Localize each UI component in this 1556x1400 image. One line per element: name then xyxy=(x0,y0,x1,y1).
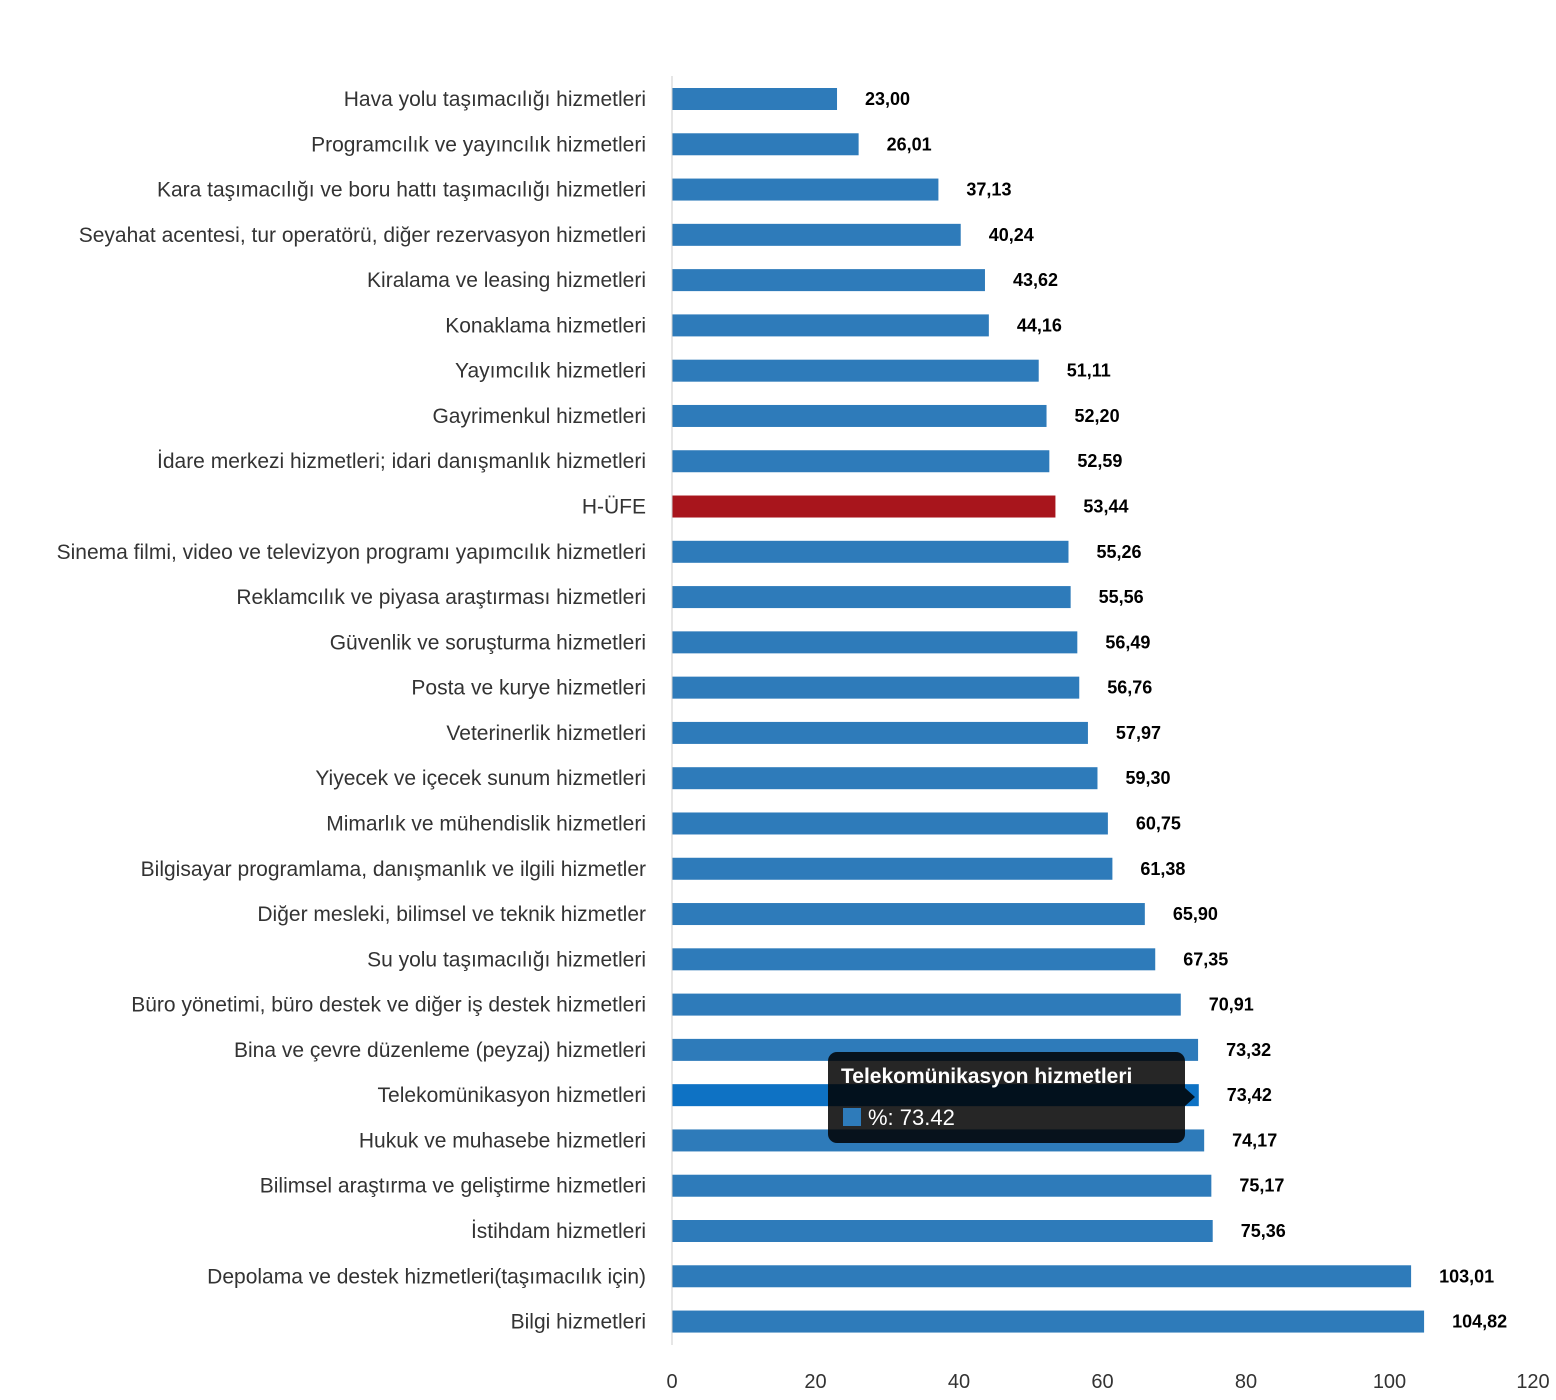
data-label: 40,24 xyxy=(989,225,1034,245)
data-label: 74,17 xyxy=(1232,1130,1277,1150)
data-label: 103,01 xyxy=(1439,1266,1494,1286)
bar[interactable] xyxy=(672,948,1156,971)
category-label: Hava yolu taşımacılığı hizmetleri xyxy=(344,88,646,111)
labels-layer: Hava yolu taşımacılığı hizmetleri 23,00 Pr… xyxy=(57,88,1508,1334)
data-label: 43,62 xyxy=(1013,270,1058,290)
bar[interactable] xyxy=(672,450,1050,473)
category-label: Büro yönetimi, büro destek ve diğer iş d… xyxy=(131,994,646,1017)
x-tick-label: 40 xyxy=(948,1371,970,1393)
category-label: Veterinerlik hizmetleri xyxy=(446,722,646,745)
bar[interactable] xyxy=(672,721,1088,744)
tooltip: Telekomünikasyon hizmetleri %: 73.42 xyxy=(828,1052,1195,1143)
bar[interactable] xyxy=(672,133,859,156)
tooltip-title: Telekomünikasyon hizmetleri xyxy=(841,1065,1132,1088)
bar[interactable] xyxy=(672,178,939,201)
bar[interactable] xyxy=(672,404,1047,427)
bar[interactable] xyxy=(672,676,1080,699)
data-label: 51,11 xyxy=(1067,361,1111,381)
category-label: Bilgisayar programlama, danışmanlık ve i… xyxy=(141,858,646,881)
data-label: 104,82 xyxy=(1452,1312,1507,1332)
bar[interactable] xyxy=(672,1265,1412,1288)
category-label: Posta ve kurye hizmetleri xyxy=(411,677,646,700)
x-tick-label: 0 xyxy=(666,1371,677,1393)
bar[interactable] xyxy=(672,903,1145,926)
category-label: Güvenlik ve soruşturma hizmetleri xyxy=(330,631,646,654)
category-label: Su yolu taşımacılığı hizmetleri xyxy=(367,948,646,971)
x-tick-label: 100 xyxy=(1373,1371,1406,1393)
category-label: Reklamcılık ve piyasa araştırması hizmet… xyxy=(236,586,646,609)
category-label: İstihdam hizmetleri xyxy=(471,1220,646,1243)
data-label: 60,75 xyxy=(1136,813,1181,833)
bar[interactable] xyxy=(672,812,1108,835)
data-label: 26,01 xyxy=(887,134,932,154)
category-label: Diğer mesleki, bilimsel ve teknik hizmet… xyxy=(257,903,646,926)
category-label: Telekomünikasyon hizmetleri xyxy=(378,1084,646,1107)
data-label: 52,20 xyxy=(1075,406,1120,426)
category-label: Yiyecek ve içecek sunum hizmetleri xyxy=(315,767,646,790)
bar[interactable] xyxy=(672,1174,1212,1197)
bar[interactable] xyxy=(672,314,989,337)
bar[interactable] xyxy=(672,495,1056,518)
category-label: Kiralama ve leasing hizmetleri xyxy=(367,269,646,292)
category-label: H-ÜFE xyxy=(582,496,646,519)
category-label: Kara taşımacılığı ve boru hattı taşımacı… xyxy=(157,179,646,202)
bar[interactable] xyxy=(672,857,1113,880)
data-label: 59,30 xyxy=(1125,768,1170,788)
data-label: 44,16 xyxy=(1017,315,1062,335)
data-label: 23,00 xyxy=(865,89,910,109)
category-label: Bina ve çevre düzenleme (peyzaj) hizmetl… xyxy=(234,1039,646,1062)
category-label: Yayımcılık hizmetleri xyxy=(455,360,646,383)
data-label: 56,76 xyxy=(1107,678,1152,698)
category-label: Konaklama hizmetleri xyxy=(445,314,646,337)
bar[interactable] xyxy=(672,767,1098,790)
bar[interactable] xyxy=(672,1220,1213,1242)
data-label: 53,44 xyxy=(1083,497,1128,517)
category-label: Seyahat acentesi, tur operatörü, diğer r… xyxy=(79,224,646,247)
category-label: Gayrimenkul hizmetleri xyxy=(432,405,646,428)
tooltip-swatch xyxy=(843,1108,861,1126)
bar[interactable] xyxy=(672,223,961,246)
data-label: 73,42 xyxy=(1227,1085,1272,1105)
x-tick-label: 20 xyxy=(804,1371,826,1393)
data-label: 73,32 xyxy=(1226,1040,1271,1060)
data-label: 55,56 xyxy=(1099,587,1144,607)
bar[interactable] xyxy=(672,540,1069,563)
data-label: 65,90 xyxy=(1173,904,1218,924)
x-tick-label: 120 xyxy=(1516,1371,1549,1393)
tooltip-value: %: 73.42 xyxy=(868,1105,955,1130)
tooltip-pointer xyxy=(1185,1088,1195,1106)
bar[interactable] xyxy=(672,269,985,292)
bar[interactable] xyxy=(672,359,1039,382)
data-label: 67,35 xyxy=(1183,949,1228,969)
data-label: 37,13 xyxy=(966,180,1011,200)
data-label: 75,17 xyxy=(1239,1176,1284,1196)
x-tick-label: 60 xyxy=(1091,1371,1113,1393)
data-label: 61,38 xyxy=(1140,859,1185,879)
bar[interactable] xyxy=(672,631,1078,654)
category-label: Mimarlık ve mühendislik hizmetleri xyxy=(326,812,646,835)
category-label: Sinema filmi, video ve televizyon progra… xyxy=(57,541,646,564)
bar[interactable] xyxy=(672,88,838,110)
category-label: Depolama ve destek hizmetleri(taşımacılı… xyxy=(207,1265,646,1288)
category-label: Programcılık ve yayıncılık hizmetleri xyxy=(311,133,646,156)
data-label: 70,91 xyxy=(1209,995,1254,1015)
data-label: 75,36 xyxy=(1241,1221,1286,1241)
data-label: 52,59 xyxy=(1077,451,1122,471)
data-label: 56,49 xyxy=(1105,632,1150,652)
category-label: Bilimsel araştırma ve geliştirme hizmetl… xyxy=(260,1175,646,1198)
x-axis-ticks: 0 20 40 60 80 100 120 xyxy=(666,1371,1549,1393)
category-label: Hukuk ve muhasebe hizmetleri xyxy=(359,1129,646,1152)
bar[interactable] xyxy=(672,586,1071,609)
bar[interactable] xyxy=(672,1310,1425,1333)
category-label: İdare merkezi hizmetleri; idari danışman… xyxy=(157,450,646,473)
bars-layer xyxy=(672,88,1425,1333)
x-tick-label: 80 xyxy=(1235,1371,1257,1393)
data-label: 57,97 xyxy=(1116,723,1161,743)
tooltip-box xyxy=(828,1052,1185,1143)
bar[interactable] xyxy=(672,993,1181,1016)
category-label: Bilgi hizmetleri xyxy=(511,1311,646,1334)
data-label: 55,26 xyxy=(1096,542,1141,562)
